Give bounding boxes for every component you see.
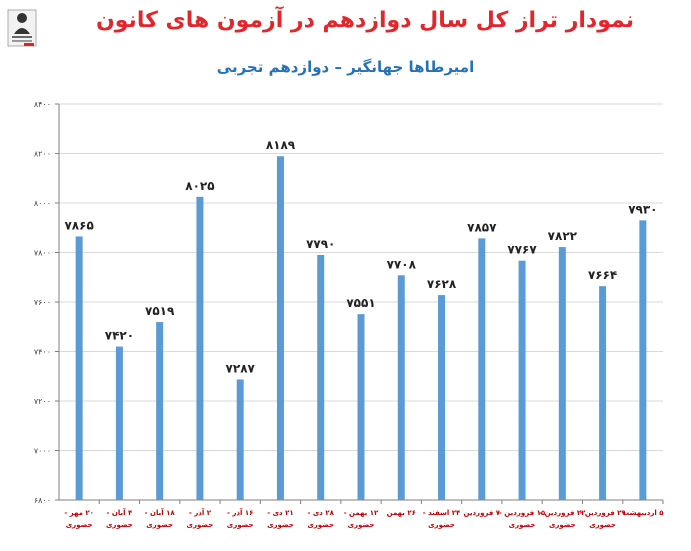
bar bbox=[558, 247, 566, 500]
value-label: ۷۹۳۰ bbox=[628, 202, 657, 216]
value-label: ۷۷۹۰ bbox=[306, 237, 335, 251]
value-label: ۸۰۲۵ bbox=[185, 179, 214, 193]
bar bbox=[156, 322, 164, 500]
x-tick-label: ۱۲ بهمن - bbox=[344, 509, 379, 517]
bar bbox=[75, 236, 83, 500]
y-tick-label: ۷۴۰۰ bbox=[34, 348, 51, 357]
bar bbox=[236, 379, 244, 500]
y-tick-labels: ۶۸۰۰ ۷۰۰۰ ۷۲۰۰ ۷۴۰۰ ۷۶۰۰ ۷۸۰۰ ۸۰۰۰ ۸۲۰۰ ۸۴۰۰ bbox=[34, 100, 51, 505]
bars bbox=[75, 156, 647, 500]
x-tick-label: ۲۱ دی - bbox=[267, 509, 293, 517]
x-tick-label: حضوری bbox=[227, 521, 254, 529]
x-tick-label: ۷ فروردین bbox=[464, 509, 501, 517]
value-label: ۷۵۱۹ bbox=[145, 304, 175, 318]
x-tick-label: ۲۲ فروردین - bbox=[539, 509, 586, 517]
x-tick-label: ۲ آذر - bbox=[189, 508, 212, 517]
bar bbox=[276, 156, 284, 500]
bar bbox=[478, 238, 486, 500]
chart-title: نمودار تراز کل سال دوازدهم در آزمون های … bbox=[95, 8, 635, 33]
bar bbox=[639, 220, 647, 500]
x-tick-label: ۲۸ دی - bbox=[308, 509, 335, 517]
x-tick-label: حضوری bbox=[66, 521, 93, 529]
bar bbox=[397, 275, 405, 500]
bar bbox=[115, 346, 123, 500]
value-labels: ۷۸۶۵ ۷۴۲۰ ۷۵۱۹ ۸۰۲۵ ۷۲۸۷ ۸۱۸۹ ۷۷۹۰ ۷۵۵۱ ۷۷۰۸ ۷۶۲۸… bbox=[64, 138, 657, 375]
value-label: ۷۶۶۴ bbox=[588, 268, 617, 282]
bar bbox=[438, 295, 446, 500]
value-label: ۷۷۶۷ bbox=[507, 243, 537, 257]
x-tick-label: ۴ آبان - bbox=[107, 508, 133, 517]
kanoon-logo bbox=[7, 9, 37, 47]
y-tick-label: ۶۸۰۰ bbox=[34, 496, 51, 505]
x-tick-label: ۱۵ فروردین - bbox=[499, 509, 546, 517]
value-label: ۷۸۶۵ bbox=[64, 218, 93, 232]
y-tick-label: ۸۲۰۰ bbox=[34, 150, 51, 159]
x-tick-label: حضوری bbox=[106, 521, 133, 529]
bar bbox=[599, 286, 607, 500]
value-label: ۷۸۲۲ bbox=[548, 229, 578, 243]
x-tick-label: حضوری bbox=[267, 521, 294, 529]
x-tick-labels: ۲۰ مهر - حضوری ۴ آبان - حضوری ۱۸ آبان - حضوری… bbox=[64, 508, 664, 529]
value-label: ۸۱۸۹ bbox=[266, 138, 296, 152]
x-tick-label: حضوری bbox=[348, 521, 375, 529]
value-label: ۷۶۲۸ bbox=[427, 277, 457, 291]
bar bbox=[357, 314, 365, 500]
value-label: ۷۸۵۷ bbox=[467, 220, 497, 234]
chart-subtitle: امیرطاها جهانگیر – دوازدهم تجربی bbox=[216, 58, 475, 76]
x-tick-label: حضوری bbox=[428, 521, 455, 529]
x-tick-label: حضوری bbox=[589, 521, 616, 529]
y-tick-label: ۷۶۰۰ bbox=[34, 298, 51, 307]
value-label: ۷۷۰۸ bbox=[387, 257, 417, 271]
y-tick-label: ۷۸۰۰ bbox=[34, 249, 51, 258]
x-tick-label: حضوری bbox=[146, 521, 173, 529]
x-tick-label: حضوری bbox=[307, 521, 334, 529]
y-tick-label: ۸۰۰۰ bbox=[34, 199, 51, 208]
y-tick-label: ۷۰۰۰ bbox=[34, 447, 51, 456]
bar bbox=[518, 260, 526, 500]
x-tick-label: ۲۹ فروردین - bbox=[580, 509, 627, 517]
value-label: ۷۵۵۱ bbox=[346, 296, 375, 310]
x-tick-label: حضوری bbox=[509, 521, 536, 529]
bar bbox=[317, 254, 325, 500]
value-label: ۷۲۸۷ bbox=[226, 361, 256, 375]
value-label: ۷۴۲۰ bbox=[105, 329, 134, 343]
x-tick-label: حضوری bbox=[187, 521, 214, 529]
x-tick-label: ۱۶ آذر - bbox=[227, 508, 253, 517]
x-tick-label: ۲۰ مهر - bbox=[64, 509, 94, 517]
y-tick-label: ۸۴۰۰ bbox=[34, 100, 51, 109]
x-tick-label: ۲۶ بهمن bbox=[387, 509, 416, 517]
x-tick-label: ۱۸ آبان - bbox=[145, 508, 176, 517]
x-tick-label: ۲۴ اسفند - bbox=[423, 509, 461, 517]
x-tick-label: حضوری bbox=[549, 521, 576, 529]
bar bbox=[196, 196, 204, 500]
y-tick-label: ۷۲۰۰ bbox=[34, 397, 51, 406]
x-tick-label: ۵ اردیبهشت bbox=[622, 509, 664, 517]
